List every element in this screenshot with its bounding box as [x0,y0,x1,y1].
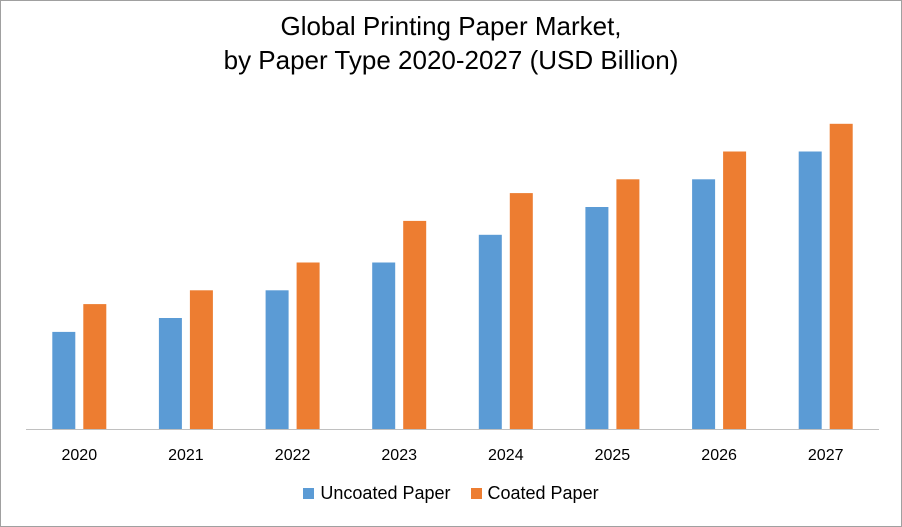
bar-coated-paper-2025 [616,179,640,430]
bar-uncoated-paper-2023 [372,262,396,429]
bar-uncoated-paper-2020 [52,331,76,429]
legend-item-uncoated: Uncoated Paper [303,483,451,504]
x-tick-label-2023: 2023 [381,447,417,464]
bar-coated-paper-2024 [509,193,533,429]
legend-label-coated: Coated Paper [487,483,599,503]
x-tick-label-2027: 2027 [808,447,844,464]
x-tick-label-2024: 2024 [488,447,524,464]
x-tick-label-2021: 2021 [168,447,204,464]
x-tick-label-2026: 2026 [701,447,737,464]
bar-coated-paper-2021 [189,290,213,430]
x-tick-label-2022: 2022 [275,447,311,464]
bar-chart-plot: 2020 2021 2022 2023 2024 2025 2026 2027 [26,123,879,464]
legend: Uncoated Paper Coated Paper [1,483,901,504]
legend-label-uncoated: Uncoated Paper [320,483,451,503]
bar-uncoated-paper-2025 [585,207,609,429]
bar-coated-paper-2023 [403,220,427,429]
legend-swatch-uncoated [303,488,315,499]
bar-uncoated-paper-2027 [798,151,822,429]
bar-coated-paper-2022 [296,262,320,429]
bar-group [52,123,853,430]
x-tick-label-2020: 2020 [62,447,98,464]
x-tick-labels: 2020 2021 2022 2023 2024 2025 2026 2027 [62,447,844,464]
bar-uncoated-paper-2026 [692,179,716,430]
chart-title: Global Printing Paper Market, [280,11,622,41]
bar-uncoated-paper-2024 [478,234,502,430]
bar-coated-paper-2020 [83,304,107,429]
chart-subtitle: by Paper Type 2020-2027 (USD Billion) [223,45,679,75]
legend-item-coated: Coated Paper [470,483,599,504]
bar-uncoated-paper-2022 [265,290,289,430]
legend-swatch-coated [470,488,482,499]
chart-title-block: Global Printing Paper Market, by Paper T… [1,9,901,77]
x-tick-label-2025: 2025 [595,447,631,464]
bar-coated-paper-2027 [829,123,853,430]
bar-uncoated-paper-2021 [158,318,182,429]
bar-coated-paper-2026 [723,151,747,429]
